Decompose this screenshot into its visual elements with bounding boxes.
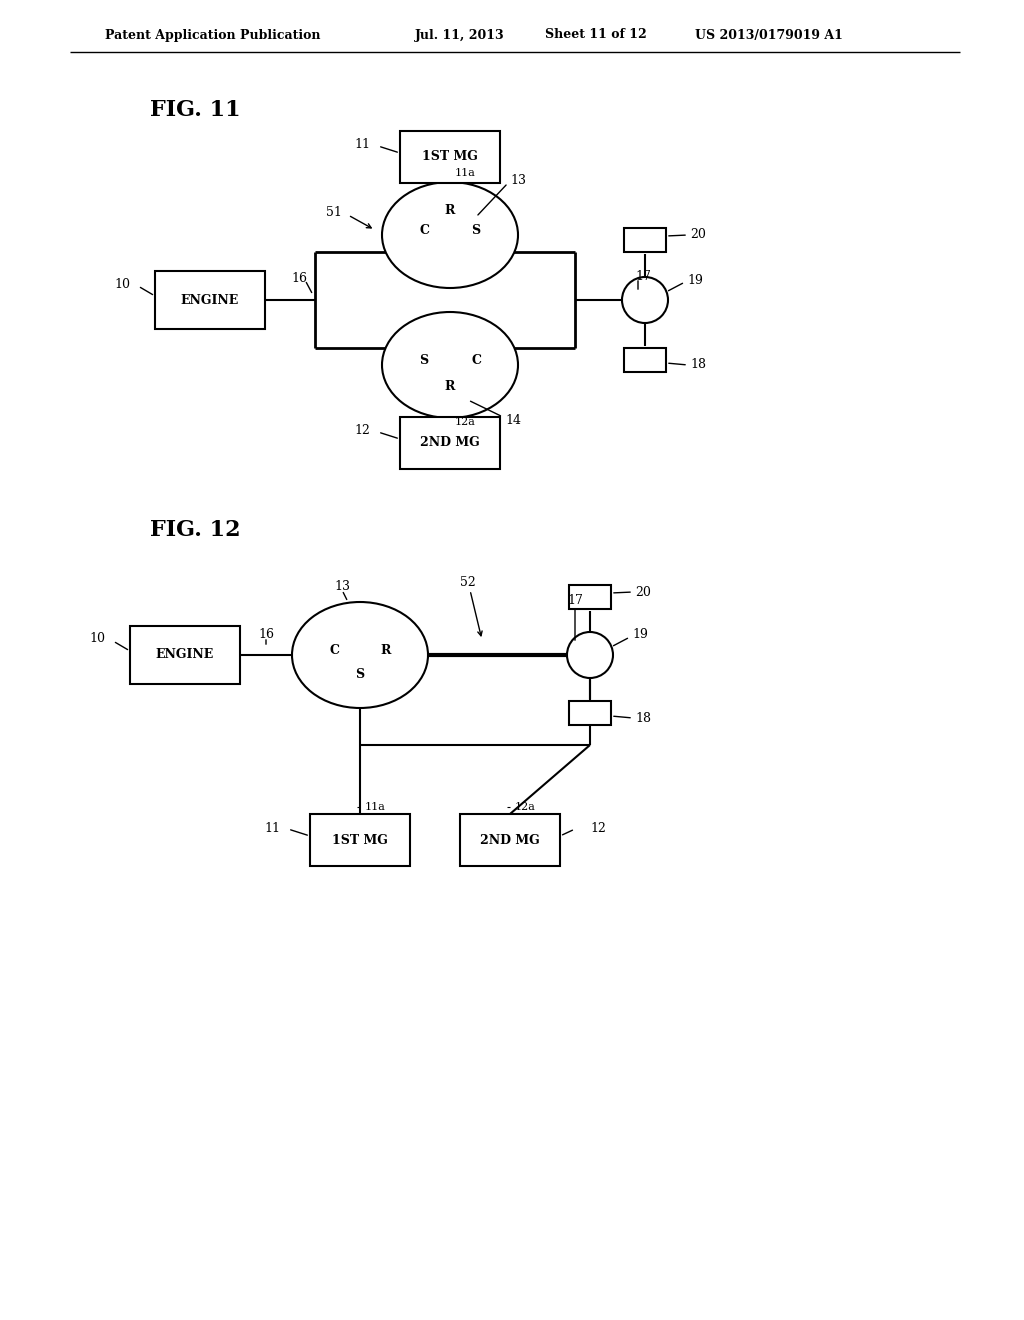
Ellipse shape xyxy=(382,312,518,418)
Text: FIG. 11: FIG. 11 xyxy=(150,99,241,121)
Text: 10: 10 xyxy=(89,632,105,645)
Bar xyxy=(624,348,666,372)
Bar xyxy=(130,626,240,684)
Text: 18: 18 xyxy=(690,359,706,371)
Text: 19: 19 xyxy=(632,628,648,642)
Text: 17: 17 xyxy=(567,594,583,606)
Bar xyxy=(400,417,500,469)
Text: 17: 17 xyxy=(635,269,651,282)
Text: Sheet 11 of 12: Sheet 11 of 12 xyxy=(545,29,647,41)
Text: US 2013/0179019 A1: US 2013/0179019 A1 xyxy=(695,29,843,41)
Text: 11: 11 xyxy=(264,821,280,834)
Text: 1ST MG: 1ST MG xyxy=(422,150,478,164)
Text: C: C xyxy=(419,224,429,238)
Text: S: S xyxy=(420,355,429,367)
Ellipse shape xyxy=(567,632,613,678)
Bar xyxy=(400,131,500,183)
Text: 20: 20 xyxy=(635,586,651,598)
Text: C: C xyxy=(329,644,339,657)
Text: FIG. 12: FIG. 12 xyxy=(150,519,241,541)
Bar xyxy=(569,585,611,609)
Text: 20: 20 xyxy=(690,228,706,242)
Text: ENGINE: ENGINE xyxy=(181,293,240,306)
Bar xyxy=(569,701,611,725)
Text: S: S xyxy=(471,224,480,238)
Text: 2ND MG: 2ND MG xyxy=(420,437,480,450)
Text: 12a: 12a xyxy=(515,803,536,812)
Text: S: S xyxy=(355,668,365,681)
Text: R: R xyxy=(381,644,391,657)
Text: 13: 13 xyxy=(334,581,350,594)
Text: 11a: 11a xyxy=(365,803,386,812)
Text: 52: 52 xyxy=(460,577,476,590)
Ellipse shape xyxy=(622,277,668,323)
Bar xyxy=(310,814,410,866)
Text: 12a: 12a xyxy=(455,417,476,426)
Text: 13: 13 xyxy=(510,173,526,186)
Text: 10: 10 xyxy=(114,277,130,290)
Text: 18: 18 xyxy=(635,711,651,725)
Bar xyxy=(155,271,265,329)
Text: 2ND MG: 2ND MG xyxy=(480,833,540,846)
Text: 51: 51 xyxy=(326,206,342,219)
Bar xyxy=(460,814,560,866)
Text: R: R xyxy=(444,205,456,218)
Text: 19: 19 xyxy=(687,273,702,286)
Ellipse shape xyxy=(292,602,428,708)
Text: ENGINE: ENGINE xyxy=(156,648,214,661)
Text: 1ST MG: 1ST MG xyxy=(332,833,388,846)
Bar xyxy=(624,228,666,252)
Text: 12: 12 xyxy=(590,821,606,834)
Text: 16: 16 xyxy=(258,628,274,642)
Text: R: R xyxy=(444,380,456,393)
Text: Patent Application Publication: Patent Application Publication xyxy=(105,29,321,41)
Text: C: C xyxy=(471,355,481,367)
Text: 12: 12 xyxy=(354,425,370,437)
Text: 14: 14 xyxy=(505,413,521,426)
Text: 11: 11 xyxy=(354,139,370,152)
Text: 16: 16 xyxy=(291,272,307,285)
Ellipse shape xyxy=(382,182,518,288)
Text: 11a: 11a xyxy=(455,168,476,178)
Text: Jul. 11, 2013: Jul. 11, 2013 xyxy=(415,29,505,41)
